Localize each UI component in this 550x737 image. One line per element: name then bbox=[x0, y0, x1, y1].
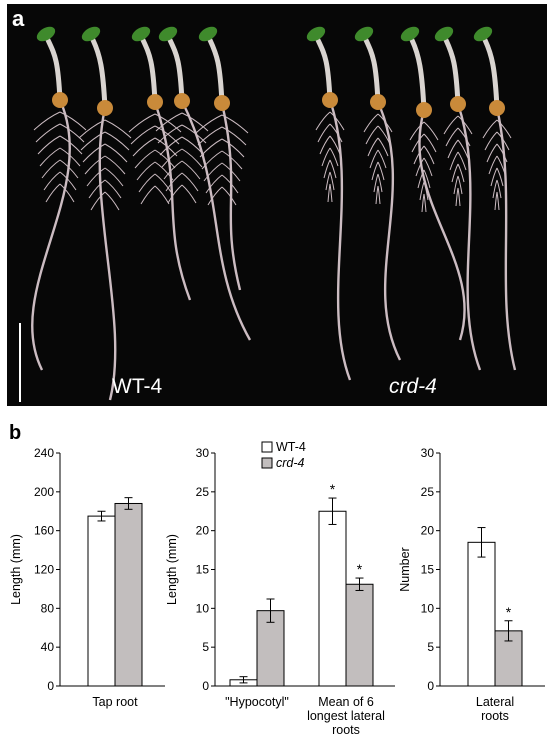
crd-4-photo-label: crd-4 bbox=[389, 375, 437, 398]
y-tick-label: 40 bbox=[41, 640, 55, 654]
panel-a-letter: a bbox=[12, 6, 25, 31]
seedling bbox=[473, 26, 517, 371]
y-tick-label: 30 bbox=[196, 446, 210, 460]
y-tick-label: 20 bbox=[421, 524, 435, 538]
y-tick-label: 20 bbox=[196, 524, 210, 538]
y-tick-label: 0 bbox=[427, 679, 434, 693]
bar-chart-2: 0 5 10 15 20 25 30 Length (mm) "Hypocotyl" * * Mean… bbox=[165, 446, 395, 737]
y-tick-label: 15 bbox=[421, 563, 435, 577]
y-tick-label: 10 bbox=[196, 601, 210, 615]
seedling-photo-panel: a WT-4 crd-4 bbox=[7, 4, 547, 406]
seedling bbox=[434, 26, 482, 371]
bar-chart-1: 0 40 80 120 160 200 240 Length (mm) Tap root bbox=[9, 446, 165, 709]
y-tick-label: 240 bbox=[34, 446, 54, 460]
seedling bbox=[155, 26, 252, 341]
category-label: roots bbox=[332, 723, 360, 737]
category-label: Lateral bbox=[476, 695, 514, 709]
seedling bbox=[31, 26, 87, 371]
seedling bbox=[78, 26, 132, 401]
bar bbox=[467, 541, 496, 687]
seedlings bbox=[31, 26, 517, 401]
bar bbox=[87, 515, 116, 687]
y-tick-label: 5 bbox=[427, 640, 434, 654]
bar bbox=[345, 583, 374, 687]
y-tick-label: 120 bbox=[34, 563, 54, 577]
legend-swatch bbox=[261, 457, 273, 469]
y-tick-label: 160 bbox=[34, 524, 54, 538]
seedling bbox=[306, 26, 352, 381]
y-tick-label: 30 bbox=[421, 446, 435, 460]
significance-marker: * bbox=[506, 604, 512, 620]
wt-4-photo-label: WT-4 bbox=[112, 375, 162, 398]
y-tick-label: 25 bbox=[196, 485, 210, 499]
category-label: longest lateral bbox=[307, 709, 385, 723]
y-tick-label: 25 bbox=[421, 485, 435, 499]
legend-label: WT-4 bbox=[276, 440, 306, 454]
y-tick-label: 0 bbox=[47, 679, 54, 693]
legend-swatch bbox=[261, 441, 273, 453]
significance-marker: * bbox=[330, 481, 336, 497]
significance-marker: * bbox=[357, 561, 363, 577]
category-label: roots bbox=[481, 709, 509, 723]
seedling bbox=[400, 26, 466, 341]
y-axis-label: Length (mm) bbox=[9, 534, 23, 605]
photo-background bbox=[7, 4, 547, 406]
y-tick-label: 200 bbox=[34, 485, 54, 499]
category-label: "Hypocotyl" bbox=[225, 695, 289, 709]
seedling bbox=[128, 26, 192, 301]
legend-label: crd-4 bbox=[276, 456, 305, 470]
seedling bbox=[354, 26, 402, 361]
y-axis-label: Length (mm) bbox=[165, 534, 179, 605]
y-axis-label: Number bbox=[398, 547, 412, 591]
y-tick-label: 10 bbox=[421, 601, 435, 615]
category-label: Tap root bbox=[92, 695, 138, 709]
category-label: Mean of 6 bbox=[318, 695, 374, 709]
bar bbox=[256, 610, 285, 687]
y-tick-label: 80 bbox=[41, 601, 55, 615]
bar bbox=[114, 502, 143, 687]
y-tick-label: 0 bbox=[202, 679, 209, 693]
seedling bbox=[195, 26, 249, 291]
panel-b-letter: b bbox=[9, 422, 21, 444]
y-tick-label: 5 bbox=[202, 640, 209, 654]
bar bbox=[318, 510, 347, 687]
legend: WT-4 crd-4 bbox=[261, 440, 306, 470]
y-tick-label: 15 bbox=[196, 563, 210, 577]
